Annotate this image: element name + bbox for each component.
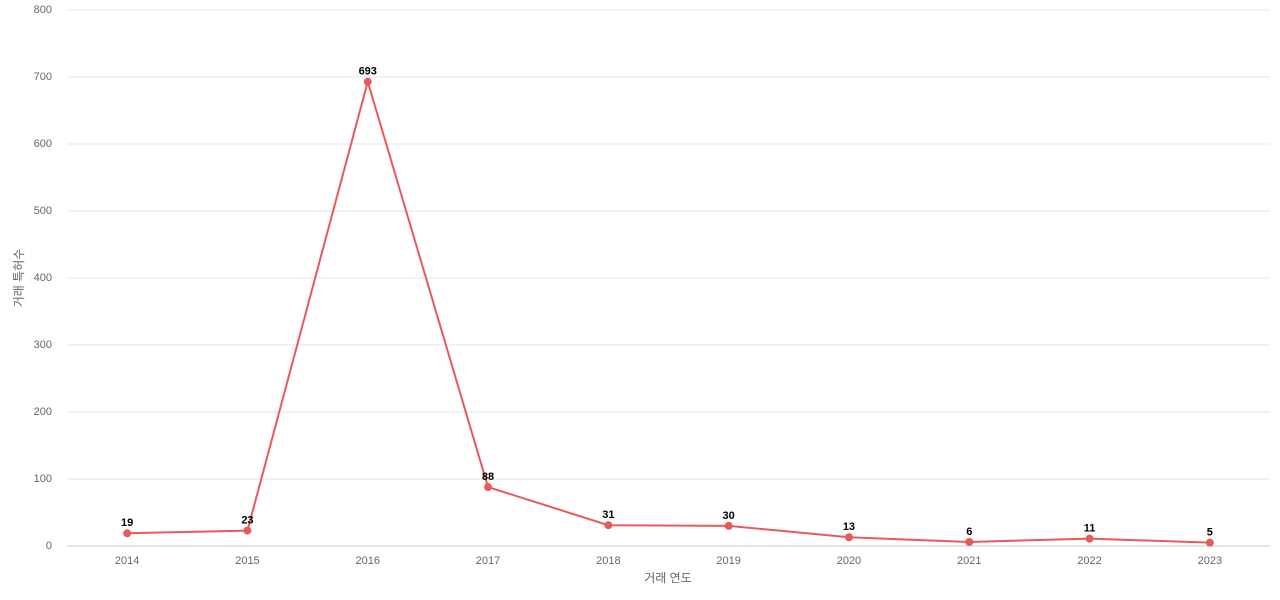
y-tick-label: 500 — [34, 205, 52, 217]
y-tick-label: 700 — [34, 71, 52, 83]
series-line — [127, 78, 1210, 544]
data-point — [123, 529, 132, 538]
x-tick-label: 2021 — [957, 555, 981, 567]
x-tick-label: 2017 — [476, 555, 500, 567]
y-tick-label: 300 — [34, 339, 52, 351]
data-point — [484, 483, 493, 492]
data-label: 31 — [602, 509, 614, 521]
data-label: 30 — [723, 510, 735, 522]
data-label: 13 — [843, 521, 855, 533]
y-tick-label: 800 — [34, 4, 52, 16]
data-point — [965, 537, 974, 546]
data-point — [1205, 538, 1214, 547]
data-label: 11 — [1084, 523, 1096, 535]
data-point — [604, 521, 613, 530]
y-tick-label: 100 — [34, 473, 52, 485]
y-axis-title: 거래 특허수 — [12, 249, 26, 308]
y-tick-label: 200 — [34, 406, 52, 418]
x-tick-label: 2018 — [596, 555, 620, 567]
data-point — [844, 533, 853, 542]
data-label: 693 — [359, 66, 377, 78]
data-label: 19 — [121, 517, 133, 529]
data-label: 88 — [482, 471, 494, 483]
x-tick-label: 2016 — [356, 555, 380, 567]
y-tick-label: 400 — [34, 272, 52, 284]
x-axis-title: 거래 연도 — [644, 571, 692, 585]
x-tick-label: 2020 — [837, 555, 861, 567]
x-tick-label: 2015 — [235, 555, 259, 567]
data-point — [724, 521, 733, 530]
x-tick-label: 2023 — [1198, 555, 1222, 567]
data-point — [363, 77, 372, 86]
y-tick-label: 600 — [34, 138, 52, 150]
x-tick-label: 2014 — [115, 555, 139, 567]
data-label: 6 — [966, 526, 972, 538]
y-tick-label: 0 — [46, 540, 52, 552]
x-tick-label: 2019 — [716, 555, 740, 567]
data-label: 23 — [241, 514, 253, 526]
x-tick-label: 2022 — [1077, 555, 1101, 567]
data-point — [243, 526, 252, 535]
data-point — [1085, 534, 1094, 543]
data-label: 5 — [1207, 527, 1213, 539]
